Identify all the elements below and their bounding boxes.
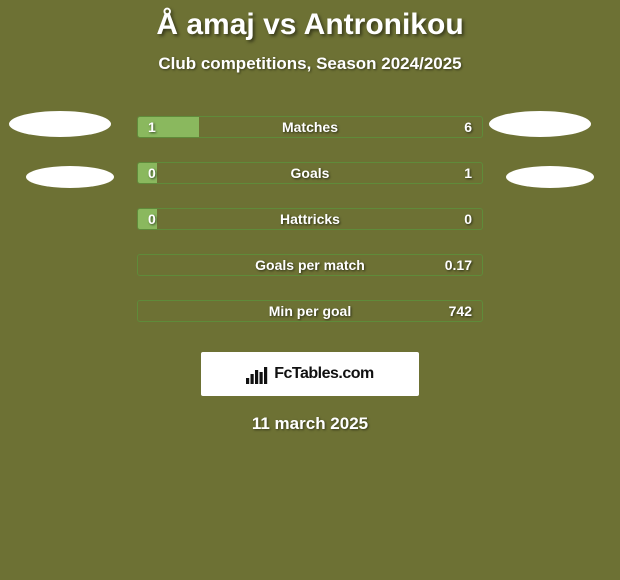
stat-label: Matches	[282, 119, 338, 135]
stat-left-value: 0	[148, 211, 156, 227]
stat-bar: Min per goal 742	[137, 300, 483, 322]
stat-right-value: 0.17	[445, 257, 472, 273]
stat-right-value: 0	[464, 211, 472, 227]
stat-label: Hattricks	[280, 211, 340, 227]
stat-bar: 0 Hattricks 0	[137, 208, 483, 230]
stats-container: 1 Matches 6 0 Goals 1 0 Hattricks 0 Goals per mat…	[0, 104, 620, 334]
badge-ellipse	[9, 111, 111, 137]
stat-bar-text: 1 Matches 6	[138, 117, 482, 137]
stat-label: Min per goal	[269, 303, 351, 319]
stat-bar-text: 0 Hattricks 0	[138, 209, 482, 229]
stat-label: Goals	[291, 165, 330, 181]
chart-bars-icon	[246, 364, 268, 384]
stat-bar-text: Goals per match 0.17	[138, 255, 482, 275]
stat-right-value: 742	[449, 303, 472, 319]
page-title: Å amaj vs Antronikou	[0, 8, 620, 42]
stat-bar: 0 Goals 1	[137, 162, 483, 184]
stat-row: Min per goal 742	[0, 288, 620, 334]
stat-bar: Goals per match 0.17	[137, 254, 483, 276]
stat-right-value: 6	[464, 119, 472, 135]
badge-ellipse	[506, 166, 594, 188]
stat-bar-text: 0 Goals 1	[138, 163, 482, 183]
stat-row: 0 Hattricks 0	[0, 196, 620, 242]
stat-left-value: 1	[148, 119, 156, 135]
stat-right-value: 1	[464, 165, 472, 181]
logo-text: FcTables.com	[274, 365, 374, 383]
page-subtitle: Club competitions, Season 2024/2025	[0, 54, 620, 74]
stat-label: Goals per match	[255, 257, 365, 273]
fctables-logo: FcTables.com	[201, 352, 419, 396]
badge-ellipse	[26, 166, 114, 188]
badge-ellipse	[489, 111, 591, 137]
stat-row: Goals per match 0.17	[0, 242, 620, 288]
stat-bar: 1 Matches 6	[137, 116, 483, 138]
date-line: 11 march 2025	[0, 414, 620, 434]
stat-bar-text: Min per goal 742	[138, 301, 482, 321]
stat-left-value: 0	[148, 165, 156, 181]
